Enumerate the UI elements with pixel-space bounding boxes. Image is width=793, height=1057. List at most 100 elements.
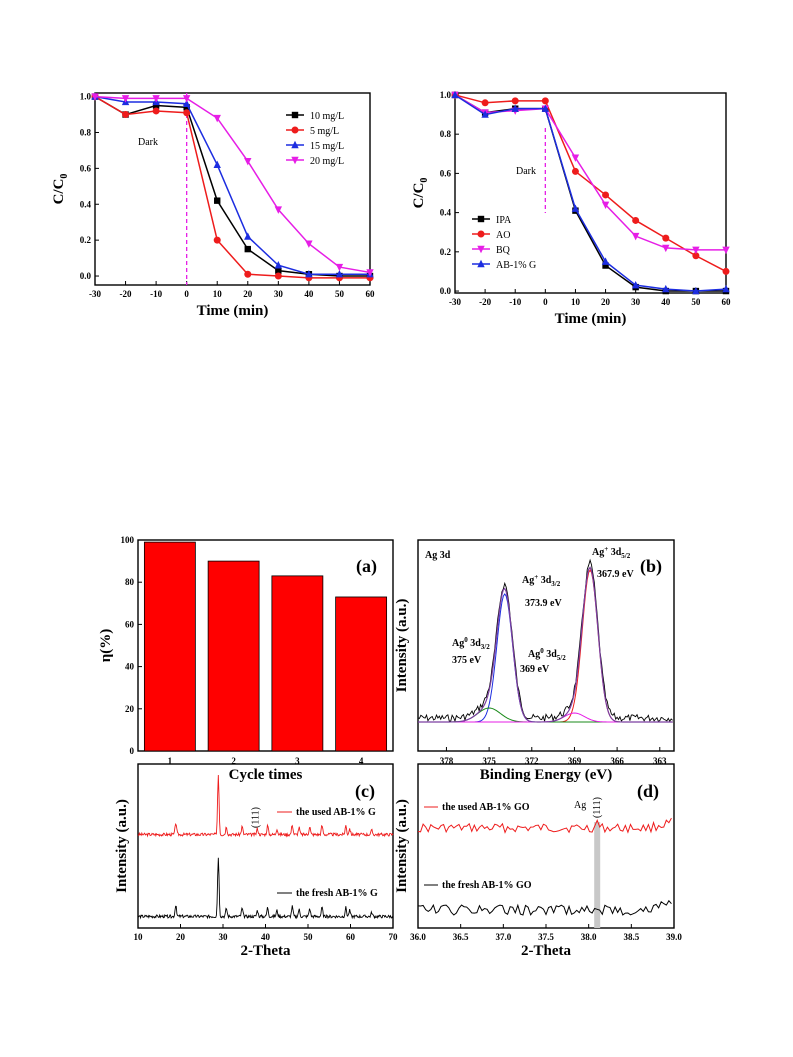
x-tick-label: -20 xyxy=(479,297,491,307)
peak-label-sup: + xyxy=(534,573,538,581)
y-axis-label: Intensity (a.u.) xyxy=(394,799,410,893)
data-point xyxy=(182,99,191,107)
legend-label: 10 mg/L xyxy=(310,111,344,122)
y-tick-label: 80 xyxy=(125,577,135,587)
x-tick-label: 50 xyxy=(335,289,345,299)
y-tick-label: 0.8 xyxy=(440,129,452,139)
legend-marker xyxy=(477,230,485,238)
y-tick-label: 0.4 xyxy=(440,208,452,218)
peak-label-orbital: 3d xyxy=(538,575,552,586)
chart-b-xps: 378 375 372 369 366 363 Binding Energy (eV) Int… xyxy=(394,539,675,783)
data-point xyxy=(602,262,609,269)
data-point xyxy=(91,93,99,101)
data-point xyxy=(541,97,549,105)
peak-label-sub: 5/2 xyxy=(557,654,566,662)
x-tick-label: 40 xyxy=(304,289,314,299)
raw-spectrum xyxy=(417,558,673,723)
peak-hkl-label: (111) xyxy=(250,807,261,828)
bar xyxy=(271,575,324,752)
x-tick-label: 20 xyxy=(176,932,186,942)
x-tick-label: 30 xyxy=(274,289,284,299)
peak-label: Ag0 3d3/2 xyxy=(452,636,490,651)
y-tick-label: 100 xyxy=(121,535,135,545)
x-tick-label: 0 xyxy=(543,297,548,307)
legend-marker xyxy=(291,111,299,119)
x-tick-label: 363 xyxy=(653,756,667,766)
peak-label-orbital: 3d xyxy=(468,638,482,649)
peak-hkl-label: (111) xyxy=(592,797,603,818)
x-tick-label: -10 xyxy=(150,289,162,299)
x-tick-label: 20 xyxy=(243,289,253,299)
legend-marker xyxy=(477,259,485,268)
xrd-pattern xyxy=(137,775,394,838)
legend-label: the used AB-1% GO xyxy=(442,802,530,813)
data-point xyxy=(571,167,579,175)
y-tick-label: 0.0 xyxy=(440,286,452,296)
peak-label-sub: 3/2 xyxy=(551,580,560,588)
x-tick-label: 366 xyxy=(610,756,624,766)
x-tick-label: 36.5 xyxy=(453,932,469,942)
data-point xyxy=(121,95,130,103)
data-point xyxy=(305,270,313,278)
data-point xyxy=(335,263,344,272)
peak-label-sup: + xyxy=(604,545,608,553)
peak-label: Ag+ 3d5/2 xyxy=(592,545,631,560)
x-tick-label: 10 xyxy=(134,932,144,942)
x-tick-label: 50 xyxy=(304,932,314,942)
peak-element-label: Ag xyxy=(574,800,586,811)
chart-d-xrd-zoom: 36.0 36.5 37.0 37.5 38.0 38.5 39.0 2-Theta Inten… xyxy=(394,763,682,959)
legend-marker xyxy=(291,156,299,165)
x-axis-label: Time (min) xyxy=(555,311,627,327)
y-axis-label-subscript: 0 xyxy=(59,174,70,179)
panel-label: (d) xyxy=(637,781,659,802)
peak-value: 369 eV xyxy=(520,664,550,675)
data-point xyxy=(722,246,730,255)
legend-label: IPA xyxy=(496,215,512,226)
x-tick-label: 40 xyxy=(661,297,671,307)
data-point xyxy=(213,160,221,168)
data-point xyxy=(244,157,252,166)
y-tick-label: 20 xyxy=(125,704,135,714)
x-axis-label: Time (min) xyxy=(197,303,269,319)
x-axis-label: Binding Energy (eV) xyxy=(480,767,613,783)
data-point xyxy=(244,245,251,253)
x-tick-label: 38.0 xyxy=(581,932,597,942)
x-tick-label: 60 xyxy=(722,297,732,307)
y-tick-label: 60 xyxy=(125,619,135,629)
data-point xyxy=(602,191,610,199)
y-axis-label: Intensity (a.u.) xyxy=(394,599,410,693)
x-tick-label: 372 xyxy=(525,756,539,766)
data-point xyxy=(601,257,610,265)
data-point xyxy=(722,267,730,275)
data-point xyxy=(692,252,700,260)
plot-frame xyxy=(454,92,727,294)
chart-top-right: -30 -20 -10 0 10 20 30 40 50 60 0.0 0.2 0.4 0.6 0.8 1.0… xyxy=(411,90,731,327)
y-tick-label: 0 xyxy=(130,746,135,756)
data-point xyxy=(481,99,489,107)
chart-c-xrd: 10 20 30 40 50 60 70 2-Theta Intensity (a.u.) (c)… xyxy=(114,763,399,959)
data-point xyxy=(722,284,730,293)
y-tick-label: 0.8 xyxy=(80,127,92,137)
legend-label: 20 mg/L xyxy=(310,156,344,167)
peak-label-sup: 0 xyxy=(540,647,544,655)
data-point xyxy=(183,109,191,117)
x-tick-label: 20 xyxy=(601,297,611,307)
x-tick-label: 70 xyxy=(389,932,399,942)
x-tick-label: 39.0 xyxy=(666,932,682,942)
x-tick-label: 50 xyxy=(691,297,701,307)
peak-label-sub: 3/2 xyxy=(481,643,490,651)
data-point xyxy=(662,244,670,253)
series-line xyxy=(454,94,727,292)
data-point xyxy=(571,154,580,162)
data-point xyxy=(366,269,374,277)
panel-label: (c) xyxy=(355,781,375,802)
legend-marker xyxy=(291,140,299,149)
y-tick-label: 0.4 xyxy=(80,199,92,209)
x-axis-label: 2-Theta xyxy=(521,943,571,959)
data-point xyxy=(213,114,221,123)
y-tick-label: 0.6 xyxy=(440,168,452,178)
data-point xyxy=(244,232,252,240)
data-point xyxy=(632,216,640,224)
legend-label: 5 mg/L xyxy=(310,126,339,137)
x-tick-label: -30 xyxy=(89,289,101,299)
